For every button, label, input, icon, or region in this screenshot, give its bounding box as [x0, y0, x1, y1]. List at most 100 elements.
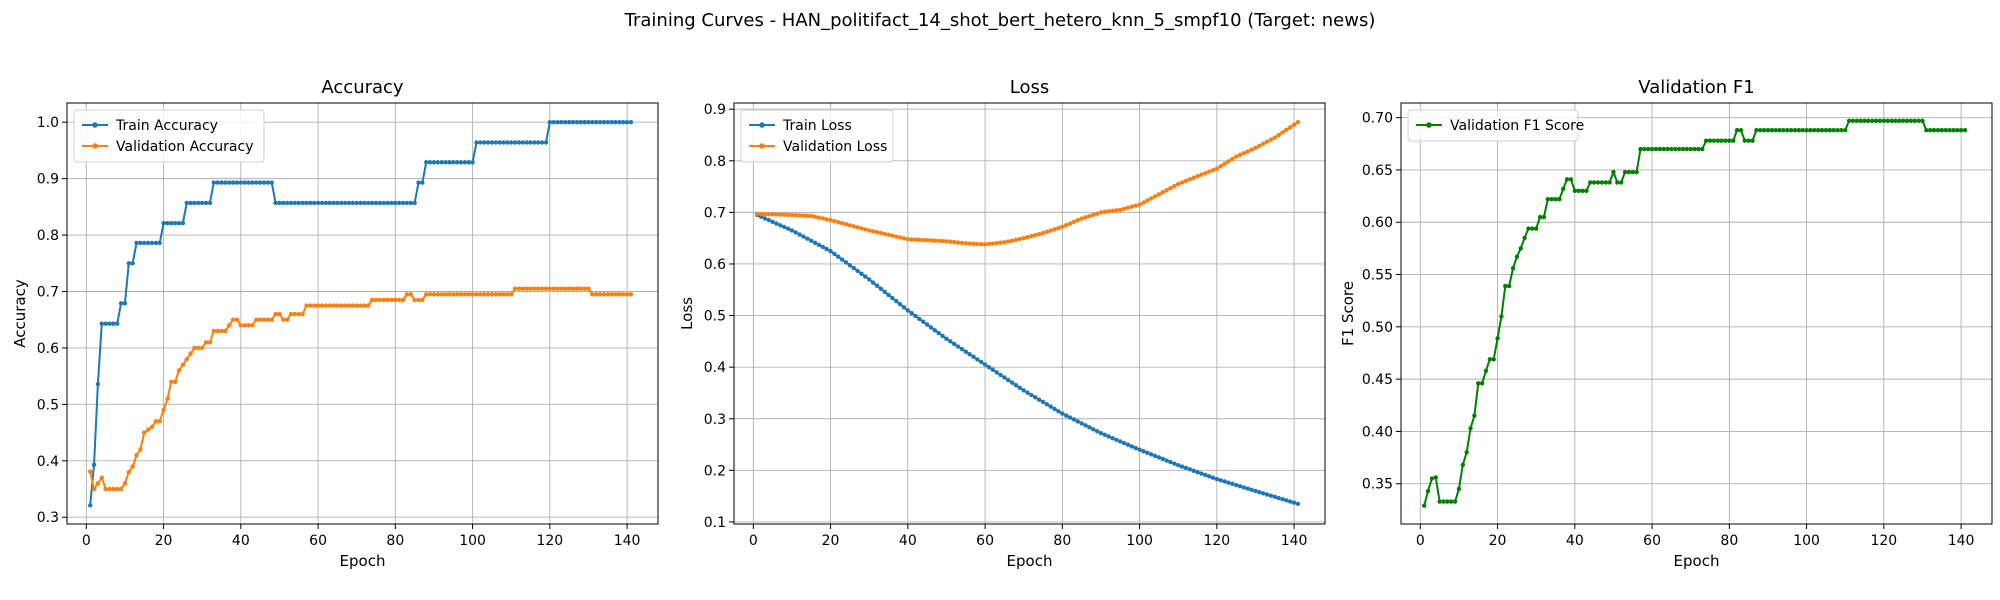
data-point — [1445, 499, 1450, 504]
data-point — [770, 219, 775, 225]
data-point — [1291, 500, 1297, 505]
data-point — [1249, 487, 1254, 492]
data-point — [793, 230, 798, 235]
data-point — [1075, 218, 1080, 223]
data-point — [855, 225, 860, 230]
legend-marker — [1426, 122, 1432, 128]
data-point — [397, 200, 402, 206]
data-point — [959, 346, 965, 352]
data-point — [176, 368, 182, 373]
data-point — [470, 292, 475, 297]
data-point — [578, 286, 583, 291]
data-point — [1056, 409, 1061, 414]
data-point — [843, 222, 849, 227]
data-point — [863, 227, 868, 232]
data-point — [277, 311, 282, 317]
data-point — [890, 233, 895, 238]
data-point — [250, 323, 255, 328]
data-point — [770, 212, 775, 217]
data-point — [1827, 128, 1832, 133]
data-point — [766, 217, 771, 223]
x-tick-label: 100 — [459, 533, 486, 549]
data-point — [1831, 128, 1836, 133]
data-point — [998, 240, 1003, 245]
data-point — [1773, 128, 1778, 133]
series-validation-f1-score — [1421, 118, 1968, 508]
data-point — [1931, 128, 1937, 133]
data-point — [91, 486, 97, 492]
data-point — [1947, 128, 1952, 133]
data-point — [785, 226, 791, 231]
data-point — [246, 323, 251, 328]
x-tick-label: 40 — [899, 533, 917, 549]
data-point — [358, 303, 363, 308]
data-point — [1669, 146, 1674, 152]
data-point — [801, 213, 806, 218]
data-point — [416, 297, 421, 303]
data-point — [1013, 383, 1019, 388]
data-point — [990, 241, 995, 246]
data-point — [1203, 170, 1208, 176]
data-point — [1499, 314, 1504, 319]
data-point — [601, 119, 607, 125]
data-point — [555, 119, 560, 125]
x-tick-label: 120 — [1870, 533, 1897, 549]
data-point — [1249, 147, 1254, 152]
data-point — [1083, 423, 1088, 428]
data-point — [451, 160, 456, 165]
data-point — [304, 200, 309, 206]
data-point — [458, 160, 464, 165]
data-point — [1812, 128, 1817, 133]
data-point — [184, 357, 189, 362]
data-point — [149, 240, 155, 246]
data-point — [613, 119, 618, 125]
data-point — [979, 359, 984, 365]
data-point — [1114, 437, 1119, 442]
data-point — [1141, 449, 1146, 454]
data-point — [454, 292, 460, 297]
data-point — [215, 328, 220, 334]
data-point — [1599, 180, 1605, 185]
data-point — [281, 317, 286, 322]
data-point — [1781, 128, 1786, 133]
data-point — [512, 140, 518, 145]
data-point — [1288, 125, 1293, 130]
data-point — [1642, 146, 1647, 152]
data-point — [215, 180, 220, 185]
data-point — [1087, 213, 1092, 219]
data-point — [1537, 214, 1543, 220]
data-point — [95, 381, 101, 387]
data-point — [828, 248, 833, 254]
data-point — [986, 364, 992, 370]
data-point — [284, 317, 290, 322]
y-axis-label: Accuracy — [11, 279, 29, 348]
data-point — [126, 261, 131, 266]
data-point — [913, 237, 918, 242]
data-point — [1257, 489, 1262, 495]
data-point — [400, 200, 406, 206]
data-point — [458, 292, 464, 297]
data-point — [1777, 128, 1782, 133]
data-point — [539, 140, 545, 145]
y-tick-label: 0.40 — [1362, 424, 1393, 440]
data-point — [870, 280, 876, 285]
data-point — [1160, 456, 1165, 462]
data-point — [909, 237, 914, 242]
data-point — [1094, 211, 1100, 216]
x-tick-label: 100 — [1126, 533, 1153, 549]
y-tick-label: 0.7 — [704, 205, 726, 221]
data-point — [420, 180, 425, 185]
data-point — [1222, 479, 1227, 484]
data-point — [809, 238, 814, 243]
data-point — [122, 301, 128, 306]
data-point — [905, 308, 911, 313]
data-point — [404, 200, 410, 206]
data-point — [932, 238, 938, 243]
data-point — [936, 238, 941, 244]
data-point — [1514, 254, 1520, 259]
x-tick-label: 140 — [1948, 533, 1975, 549]
data-point — [1006, 239, 1011, 244]
data-point — [1064, 222, 1069, 228]
data-point — [165, 221, 170, 226]
data-point — [122, 481, 128, 486]
